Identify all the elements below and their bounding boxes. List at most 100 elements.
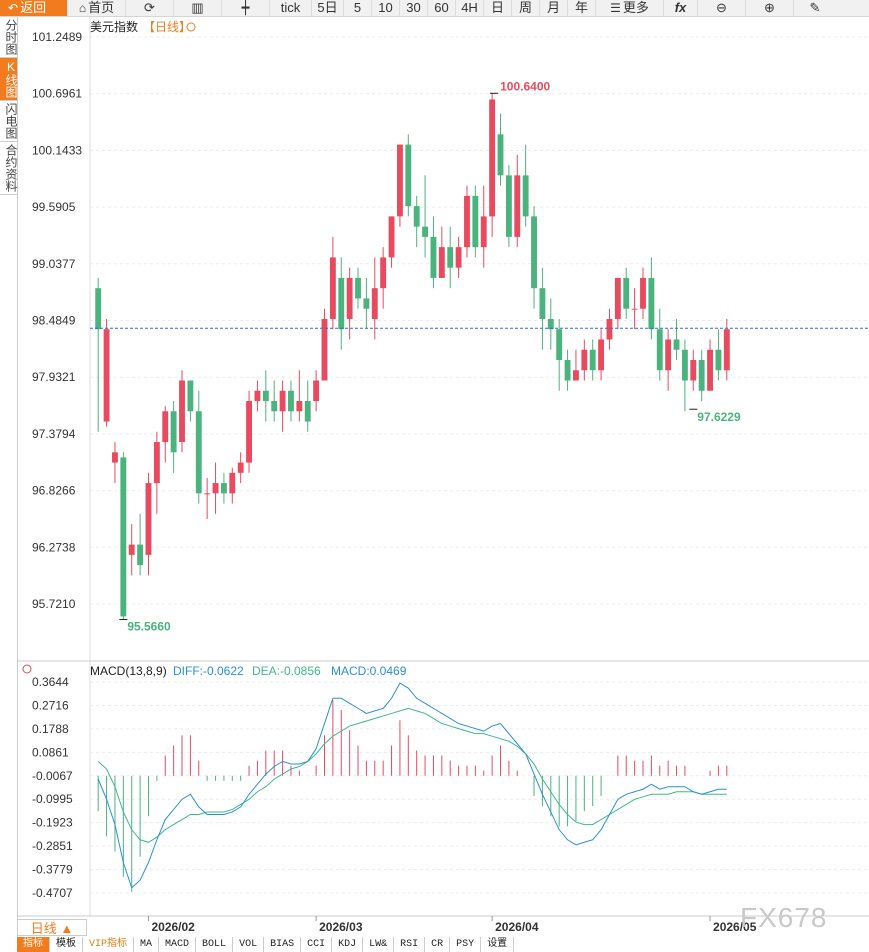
period-month[interactable]: 月 [540,0,568,16]
candle-body [564,359,571,381]
price-tick-label: 100.1433 [32,143,82,157]
tab-timeshare[interactable]: 分时图 [0,17,18,58]
candle-body [254,390,261,402]
indicator-tab[interactable]: KDJ [332,937,364,952]
price-tick-label: 97.9321 [32,370,76,384]
macd-diff-label: DIFF:-0.0622 [173,664,244,678]
candle-body [531,216,537,289]
zoom-in-icon[interactable]: ⊕ [746,0,794,16]
home-button[interactable]: ⌂ 首页 [68,0,126,16]
menu-icon: ☰ [610,1,621,15]
period-year[interactable]: 年 [568,0,596,16]
candle-body [296,401,303,412]
bar-chart-icon[interactable]: ▥ [174,0,222,16]
candle-body [162,411,169,443]
period-60min[interactable]: 60 [428,0,456,16]
fx-button[interactable]: fx [664,0,698,16]
indicator-tab[interactable]: CR [425,937,451,952]
period-10min[interactable]: 10 [372,0,400,16]
candle-body [631,308,638,310]
indicator-tab[interactable]: PSY [450,937,482,952]
candle-body [480,216,487,248]
tab-contract-info[interactable]: 合约资料 [0,142,18,195]
candle-body [656,329,663,371]
add-icon [186,22,196,32]
candle-body [262,390,269,402]
candle-body [472,195,479,248]
dea-line [97,707,727,843]
indicator-tab[interactable]: LW& [363,937,395,952]
candle-body [522,175,529,217]
candle-body [598,339,605,371]
indicator-tab[interactable]: VIP指标 [83,937,135,952]
candle-body [179,380,185,443]
candle-body [103,329,110,422]
candle-body [153,442,160,484]
period-30min[interactable]: 30 [400,0,428,16]
day-selector[interactable]: 日线 ▲ [17,919,87,936]
candle-body [698,359,705,391]
date-label: 2026/05 [713,920,757,934]
indicator-tab[interactable]: 模板 [50,937,83,952]
candle-body [422,226,429,237]
date-label: 2026/04 [495,920,539,934]
more-button[interactable]: ☰ 更多 [596,0,664,16]
macd-dea-label: DEA:-0.0856 [252,664,321,678]
candle-body [212,483,219,494]
price-tick-label: 101.2489 [32,30,82,44]
zoom-out-icon[interactable]: ⊖ [698,0,746,16]
tab-kline[interactable]: K线图 [0,58,18,101]
indicator-tab[interactable]: VOL [233,937,265,952]
indicator-tab[interactable]: BOLL [196,937,234,952]
candle-body [547,318,554,330]
indicator-tab[interactable]: 指标 [17,937,50,952]
candle-body [304,401,311,422]
period-tick[interactable]: tick [270,0,312,16]
date-label: 2026/02 [151,920,195,934]
candle-body [648,277,655,330]
candlestick-icon[interactable]: ┿ [222,0,270,16]
indicator-tab[interactable]: CCI [301,937,333,952]
refresh-icon[interactable]: ⟳ [126,0,174,16]
back-button[interactable]: ↶ 返回 [0,0,68,16]
candle-body [707,349,713,391]
candle-body [413,206,420,227]
candle-body [690,359,697,381]
price-tick-label: 99.5905 [32,200,76,214]
candle-body [581,349,588,371]
candle-body [237,462,244,473]
price-tick-label: 96.2738 [32,540,76,554]
candle-body [556,329,563,360]
period-week[interactable]: 周 [512,0,540,16]
candle-body [271,401,278,412]
settings-icon [22,664,32,674]
candle-body [112,452,118,463]
indicator-tab[interactable]: MA [134,937,160,952]
max-label: 100.6400 [500,79,550,93]
indicator-tab[interactable]: MACD [159,937,197,952]
candle-body [288,390,294,412]
candle-body [396,144,403,217]
candle-body [313,380,320,402]
candle-body [371,288,378,319]
candle-body [220,483,227,494]
draw-pen-icon[interactable]: ✎ [809,0,821,15]
toolbar: ↶ 返回 ⌂ 首页 ⟳ ▥ ┿ tick 5日 5 10 30 60 4H 日 周 … [0,0,869,17]
indicator-tab[interactable]: RSI [394,937,426,952]
period-tag: 【日线】 [143,20,191,34]
tab-flash[interactable]: 闪电图 [0,101,18,142]
low2-label: 97.6229 [697,410,741,424]
candle-body [363,298,370,309]
candle-body [673,339,680,350]
period-5day[interactable]: 5日 [312,0,344,16]
period-day[interactable]: 日 [484,0,512,16]
indicator-tab[interactable]: 设置 [481,937,515,952]
macd-tick-label: 0.1788 [32,722,69,736]
indicator-tabs: 指标 模板 VIP指标 MA MACD BOLL VOL BIAS CCI KDJ LW& RSI CR… [17,937,515,952]
period-4h[interactable]: 4H [456,0,484,16]
period-5min[interactable]: 5 [344,0,372,16]
indicator-tab[interactable]: BIAS [264,937,302,952]
min-label: 95.5660 [127,619,171,633]
candle-body [539,288,546,319]
